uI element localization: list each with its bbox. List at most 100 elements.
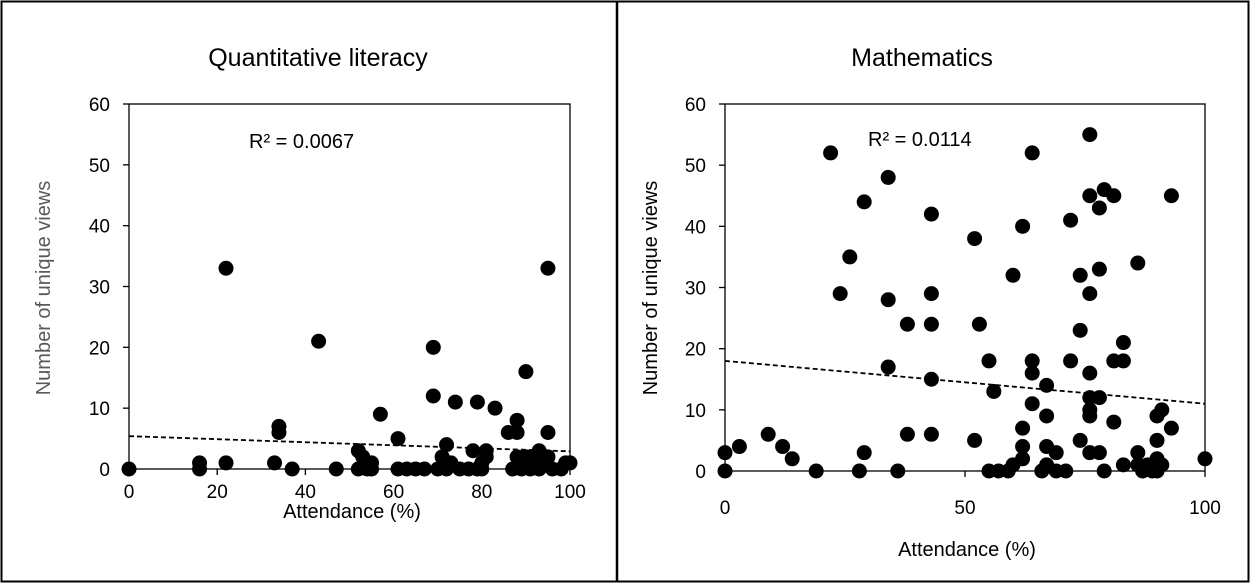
data-point [1039,377,1055,393]
y-tick-label: 40 [685,217,706,238]
y-tick-label: 40 [89,217,110,238]
data-point [1024,396,1040,412]
data-point [447,394,463,410]
data-point [1091,390,1107,406]
data-point [284,461,300,477]
data-point [731,439,747,455]
data-point [775,439,791,455]
data-point [923,286,939,302]
data-point [218,260,234,276]
data-point [1091,261,1107,277]
data-point [311,333,327,349]
data-point [478,449,494,465]
chart-panel-mathematics: Mathematics Number of unique views Atten… [640,44,1221,561]
x-tick-label: 40 [295,482,316,503]
data-point [899,316,915,332]
data-point [923,316,939,332]
x-tick-label: 0 [124,482,135,503]
y-tick-label: 50 [685,156,706,177]
data-point [1091,200,1107,216]
data-point [923,371,939,387]
data-point [509,412,525,428]
data-point [364,461,380,477]
data-point [808,463,824,479]
data-point [439,437,455,453]
data-point [971,316,987,332]
data-point [1154,402,1170,418]
data-point [1115,457,1131,473]
data-point [1154,457,1170,473]
y-tick-label: 10 [89,399,110,420]
data-point [487,400,503,416]
data-point [1015,420,1031,436]
data-point [1005,267,1021,283]
x-tick-label: 0 [720,498,731,519]
data-point [1096,463,1112,479]
data-point [540,260,556,276]
data-point [218,455,234,471]
x-tick-label: 20 [207,482,228,503]
y-axis-label: Number of unique views [33,181,55,396]
data-point [880,169,896,185]
data-point [760,426,776,442]
data-point [425,339,441,355]
data-point [856,194,872,210]
data-point [509,425,525,440]
y-tick-label: 20 [685,340,706,361]
data-point [1115,353,1131,369]
data-point [1063,212,1079,228]
data-point [856,445,872,461]
data-point [1106,188,1122,204]
data-point [540,449,556,465]
data-point [967,432,983,448]
data-point [1072,267,1088,283]
data-point [1024,145,1040,161]
data-point [923,426,939,442]
data-point [1149,432,1165,448]
data-point [842,249,858,265]
trendline [128,435,571,453]
data-point [851,463,867,479]
data-point [1106,414,1122,430]
data-point [540,425,556,440]
chart-panel-quantitative-literacy: Quantitative literacy Number of unique v… [33,44,586,523]
data-point [1082,188,1098,204]
y-tick-label: 0 [99,460,110,481]
data-point [967,231,983,247]
x-tick-label: 100 [1189,498,1221,519]
y-tick-label: 60 [685,95,706,116]
r-squared-annotation: R² = 0.0067 [249,131,354,153]
data-point [1130,445,1146,461]
data-point [880,292,896,308]
data-point [1072,432,1088,448]
data-point [271,418,287,434]
data-point [425,388,441,404]
data-point [1039,408,1055,424]
y-tick-label: 50 [89,156,110,177]
data-point [192,455,208,471]
data-point [1072,322,1088,338]
data-point [981,353,997,369]
data-point [923,206,939,222]
data-point [832,286,848,302]
data-point [465,443,481,459]
data-point [562,455,578,471]
data-point [1082,365,1098,381]
y-axis-label: Number of unique views [640,181,662,396]
data-point [717,445,733,461]
data-point [267,455,283,471]
plot-area [128,103,571,470]
data-point [518,364,534,380]
y-tick-label: 0 [695,462,706,483]
data-point [1163,188,1179,204]
y-tick-label: 60 [89,95,110,116]
data-point [1048,445,1064,461]
data-point [1130,255,1146,271]
y-tick-label: 20 [89,338,110,359]
data-point [121,461,137,477]
x-tick-label: 80 [471,482,492,503]
data-point [1063,353,1079,369]
y-tick-label: 30 [685,279,706,300]
